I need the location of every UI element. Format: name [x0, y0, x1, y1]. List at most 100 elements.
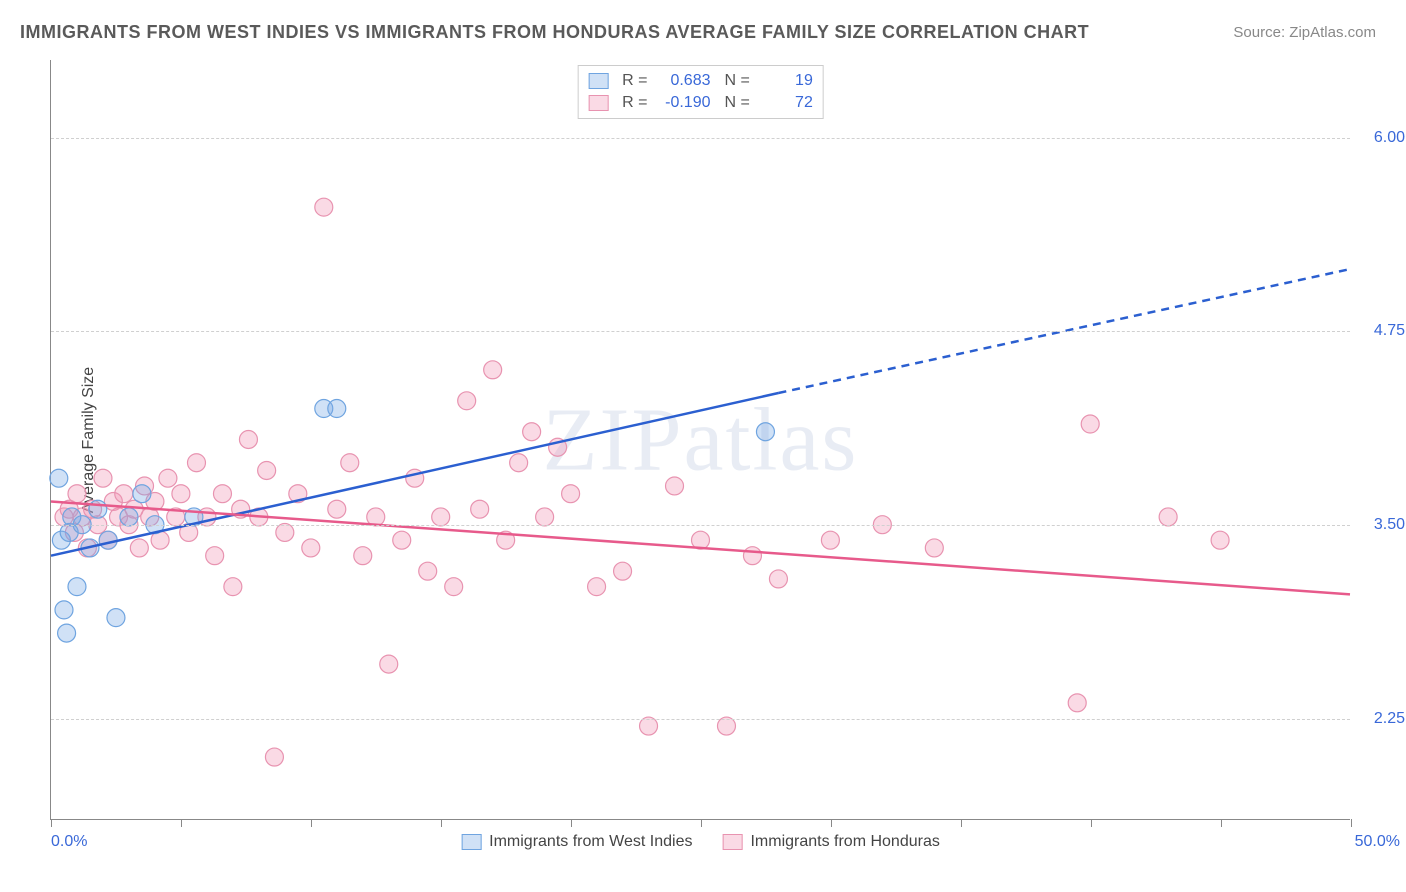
- stat-n-label: N =: [725, 94, 750, 112]
- data-point: [523, 423, 541, 441]
- legend-stats-row: R = -0.190 N = 72: [588, 92, 813, 114]
- data-point: [224, 578, 242, 596]
- plot-area: Average Family Size ZIPatlas R = 0.683 N…: [50, 60, 1350, 820]
- data-point: [432, 508, 450, 526]
- stat-n-value: 19: [758, 72, 813, 90]
- x-tick: [1221, 819, 1222, 827]
- stat-r-label: R =: [622, 94, 647, 112]
- legend-swatch: [461, 834, 481, 850]
- data-point: [1159, 508, 1177, 526]
- gridline-horizontal: [51, 331, 1350, 332]
- legend-label: Immigrants from West Indies: [489, 833, 692, 851]
- data-point: [614, 562, 632, 580]
- x-tick: [1091, 819, 1092, 827]
- data-point: [328, 400, 346, 418]
- x-tick: [701, 819, 702, 827]
- x-tick: [311, 819, 312, 827]
- data-point: [756, 423, 774, 441]
- regression-line: [51, 501, 1350, 594]
- data-point: [213, 485, 231, 503]
- x-tick: [1351, 819, 1352, 827]
- legend-swatch: [588, 73, 608, 89]
- legend-bottom: Immigrants from West Indies Immigrants f…: [461, 833, 940, 851]
- x-tick: [181, 819, 182, 827]
- data-point: [133, 485, 151, 503]
- data-point: [187, 454, 205, 472]
- x-axis-max-label: 50.0%: [1355, 833, 1400, 851]
- chart-title: IMMIGRANTS FROM WEST INDIES VS IMMIGRANT…: [20, 22, 1089, 43]
- data-point: [89, 500, 107, 518]
- data-point: [99, 531, 117, 549]
- data-point: [588, 578, 606, 596]
- y-tick-label: 6.00: [1374, 129, 1405, 147]
- data-point: [354, 547, 372, 565]
- data-point: [315, 198, 333, 216]
- data-point: [419, 562, 437, 580]
- legend-swatch: [722, 834, 742, 850]
- x-tick: [961, 819, 962, 827]
- data-point: [1081, 415, 1099, 433]
- data-point: [159, 469, 177, 487]
- legend-item: Immigrants from Honduras: [722, 833, 939, 851]
- data-point: [925, 539, 943, 557]
- y-tick-label: 3.50: [1374, 516, 1405, 534]
- x-tick: [571, 819, 572, 827]
- data-point: [458, 392, 476, 410]
- data-point: [821, 531, 839, 549]
- stat-n-label: N =: [725, 72, 750, 90]
- y-tick-label: 4.75: [1374, 322, 1405, 340]
- data-point: [484, 361, 502, 379]
- gridline-horizontal: [51, 719, 1350, 720]
- data-point: [380, 655, 398, 673]
- data-point: [536, 508, 554, 526]
- data-point: [769, 570, 787, 588]
- data-point: [1068, 694, 1086, 712]
- data-point: [120, 508, 138, 526]
- stat-n-value: 72: [758, 94, 813, 112]
- stat-r-value: -0.190: [656, 94, 711, 112]
- data-point: [68, 578, 86, 596]
- legend-stats-box: R = 0.683 N = 19 R = -0.190 N = 72: [577, 65, 824, 119]
- data-point: [206, 547, 224, 565]
- data-point: [445, 578, 463, 596]
- stat-r-value: 0.683: [656, 72, 711, 90]
- y-tick-label: 2.25: [1374, 710, 1405, 728]
- legend-label: Immigrants from Honduras: [750, 833, 939, 851]
- data-point: [510, 454, 528, 472]
- data-point: [302, 539, 320, 557]
- data-point: [58, 624, 76, 642]
- data-point: [115, 485, 133, 503]
- legend-item: Immigrants from West Indies: [461, 833, 692, 851]
- data-point: [130, 539, 148, 557]
- data-point: [341, 454, 359, 472]
- source-attribution: Source: ZipAtlas.com: [1233, 24, 1376, 41]
- chart-svg: [51, 60, 1350, 819]
- data-point: [239, 431, 257, 449]
- data-point: [258, 461, 276, 479]
- data-point: [1211, 531, 1229, 549]
- source-label: Source:: [1233, 24, 1289, 41]
- legend-stats-row: R = 0.683 N = 19: [588, 70, 813, 92]
- x-tick: [51, 819, 52, 827]
- data-point: [666, 477, 684, 495]
- data-point: [393, 531, 411, 549]
- data-point: [50, 469, 68, 487]
- gridline-horizontal: [51, 138, 1350, 139]
- data-point: [107, 609, 125, 627]
- x-axis-min-label: 0.0%: [51, 833, 87, 851]
- x-tick: [441, 819, 442, 827]
- data-point: [328, 500, 346, 518]
- x-tick: [831, 819, 832, 827]
- data-point: [471, 500, 489, 518]
- data-point: [68, 485, 86, 503]
- data-point: [743, 547, 761, 565]
- data-point: [94, 469, 112, 487]
- data-point: [172, 485, 190, 503]
- data-point: [562, 485, 580, 503]
- data-point: [265, 748, 283, 766]
- source-link[interactable]: ZipAtlas.com: [1289, 24, 1376, 41]
- stat-r-label: R =: [622, 72, 647, 90]
- legend-swatch: [588, 95, 608, 111]
- data-point: [55, 601, 73, 619]
- gridline-horizontal: [51, 525, 1350, 526]
